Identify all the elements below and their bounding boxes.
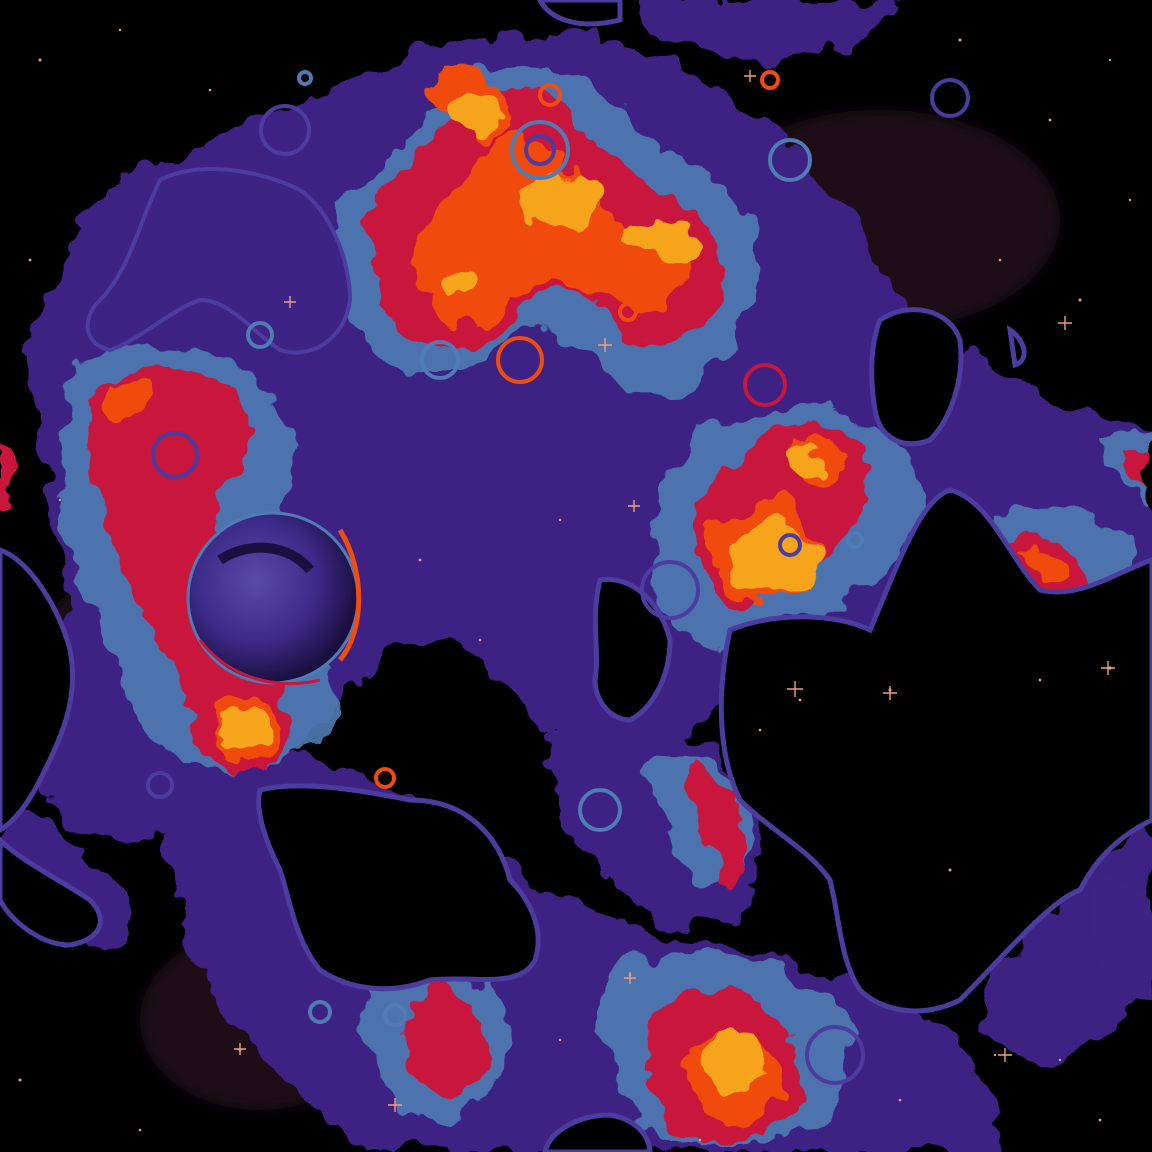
- nebula-bright-spots: [220, 93, 828, 1090]
- sparkle-stars: [234, 70, 1115, 1112]
- planet: [186, 511, 362, 686]
- crater-rings: [146, 70, 970, 1085]
- void-interior-tint: [85, 167, 1152, 1000]
